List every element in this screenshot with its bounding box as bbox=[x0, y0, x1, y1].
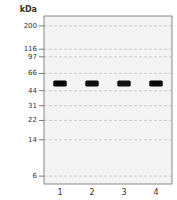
grid-line bbox=[44, 56, 172, 57]
tick-mark bbox=[39, 73, 44, 74]
plot-area bbox=[44, 16, 172, 184]
grid-line bbox=[44, 25, 172, 26]
tick-label: 44 bbox=[28, 87, 37, 95]
grid-line bbox=[44, 139, 172, 140]
lane-label: 3 bbox=[121, 188, 126, 197]
bands bbox=[53, 81, 162, 87]
tick-label: 200 bbox=[24, 22, 37, 30]
band bbox=[117, 81, 130, 87]
lane-label: 2 bbox=[89, 188, 94, 197]
tick-label: 6 bbox=[33, 172, 38, 180]
tick-mark bbox=[39, 139, 44, 140]
tick-mark bbox=[39, 49, 44, 50]
tick-mark bbox=[39, 120, 44, 121]
tick-mark bbox=[39, 105, 44, 106]
grid-line bbox=[44, 176, 172, 177]
title: kDa bbox=[20, 5, 37, 14]
tick-label: 97 bbox=[28, 53, 37, 61]
tick-mark bbox=[39, 56, 44, 57]
tick-mark bbox=[39, 25, 44, 26]
tick-label: 31 bbox=[28, 102, 37, 110]
tick-mark bbox=[39, 90, 44, 91]
grid-line bbox=[44, 73, 172, 74]
tick-mark bbox=[39, 176, 44, 177]
chart: 2001169766443122146kDa1234 bbox=[0, 0, 177, 200]
band bbox=[53, 81, 66, 87]
tick-label: 14 bbox=[28, 136, 37, 144]
band bbox=[85, 81, 98, 87]
band bbox=[149, 81, 162, 87]
grid-line bbox=[44, 120, 172, 121]
chart-container: 2001169766443122146kDa1234 bbox=[0, 0, 177, 200]
lane-label: 1 bbox=[57, 188, 62, 197]
grid-line bbox=[44, 105, 172, 106]
lane-label: 4 bbox=[153, 188, 158, 197]
grid-line bbox=[44, 90, 172, 91]
tick-label: 22 bbox=[28, 116, 37, 124]
tick-label: 66 bbox=[28, 69, 37, 77]
grid-line bbox=[44, 49, 172, 50]
